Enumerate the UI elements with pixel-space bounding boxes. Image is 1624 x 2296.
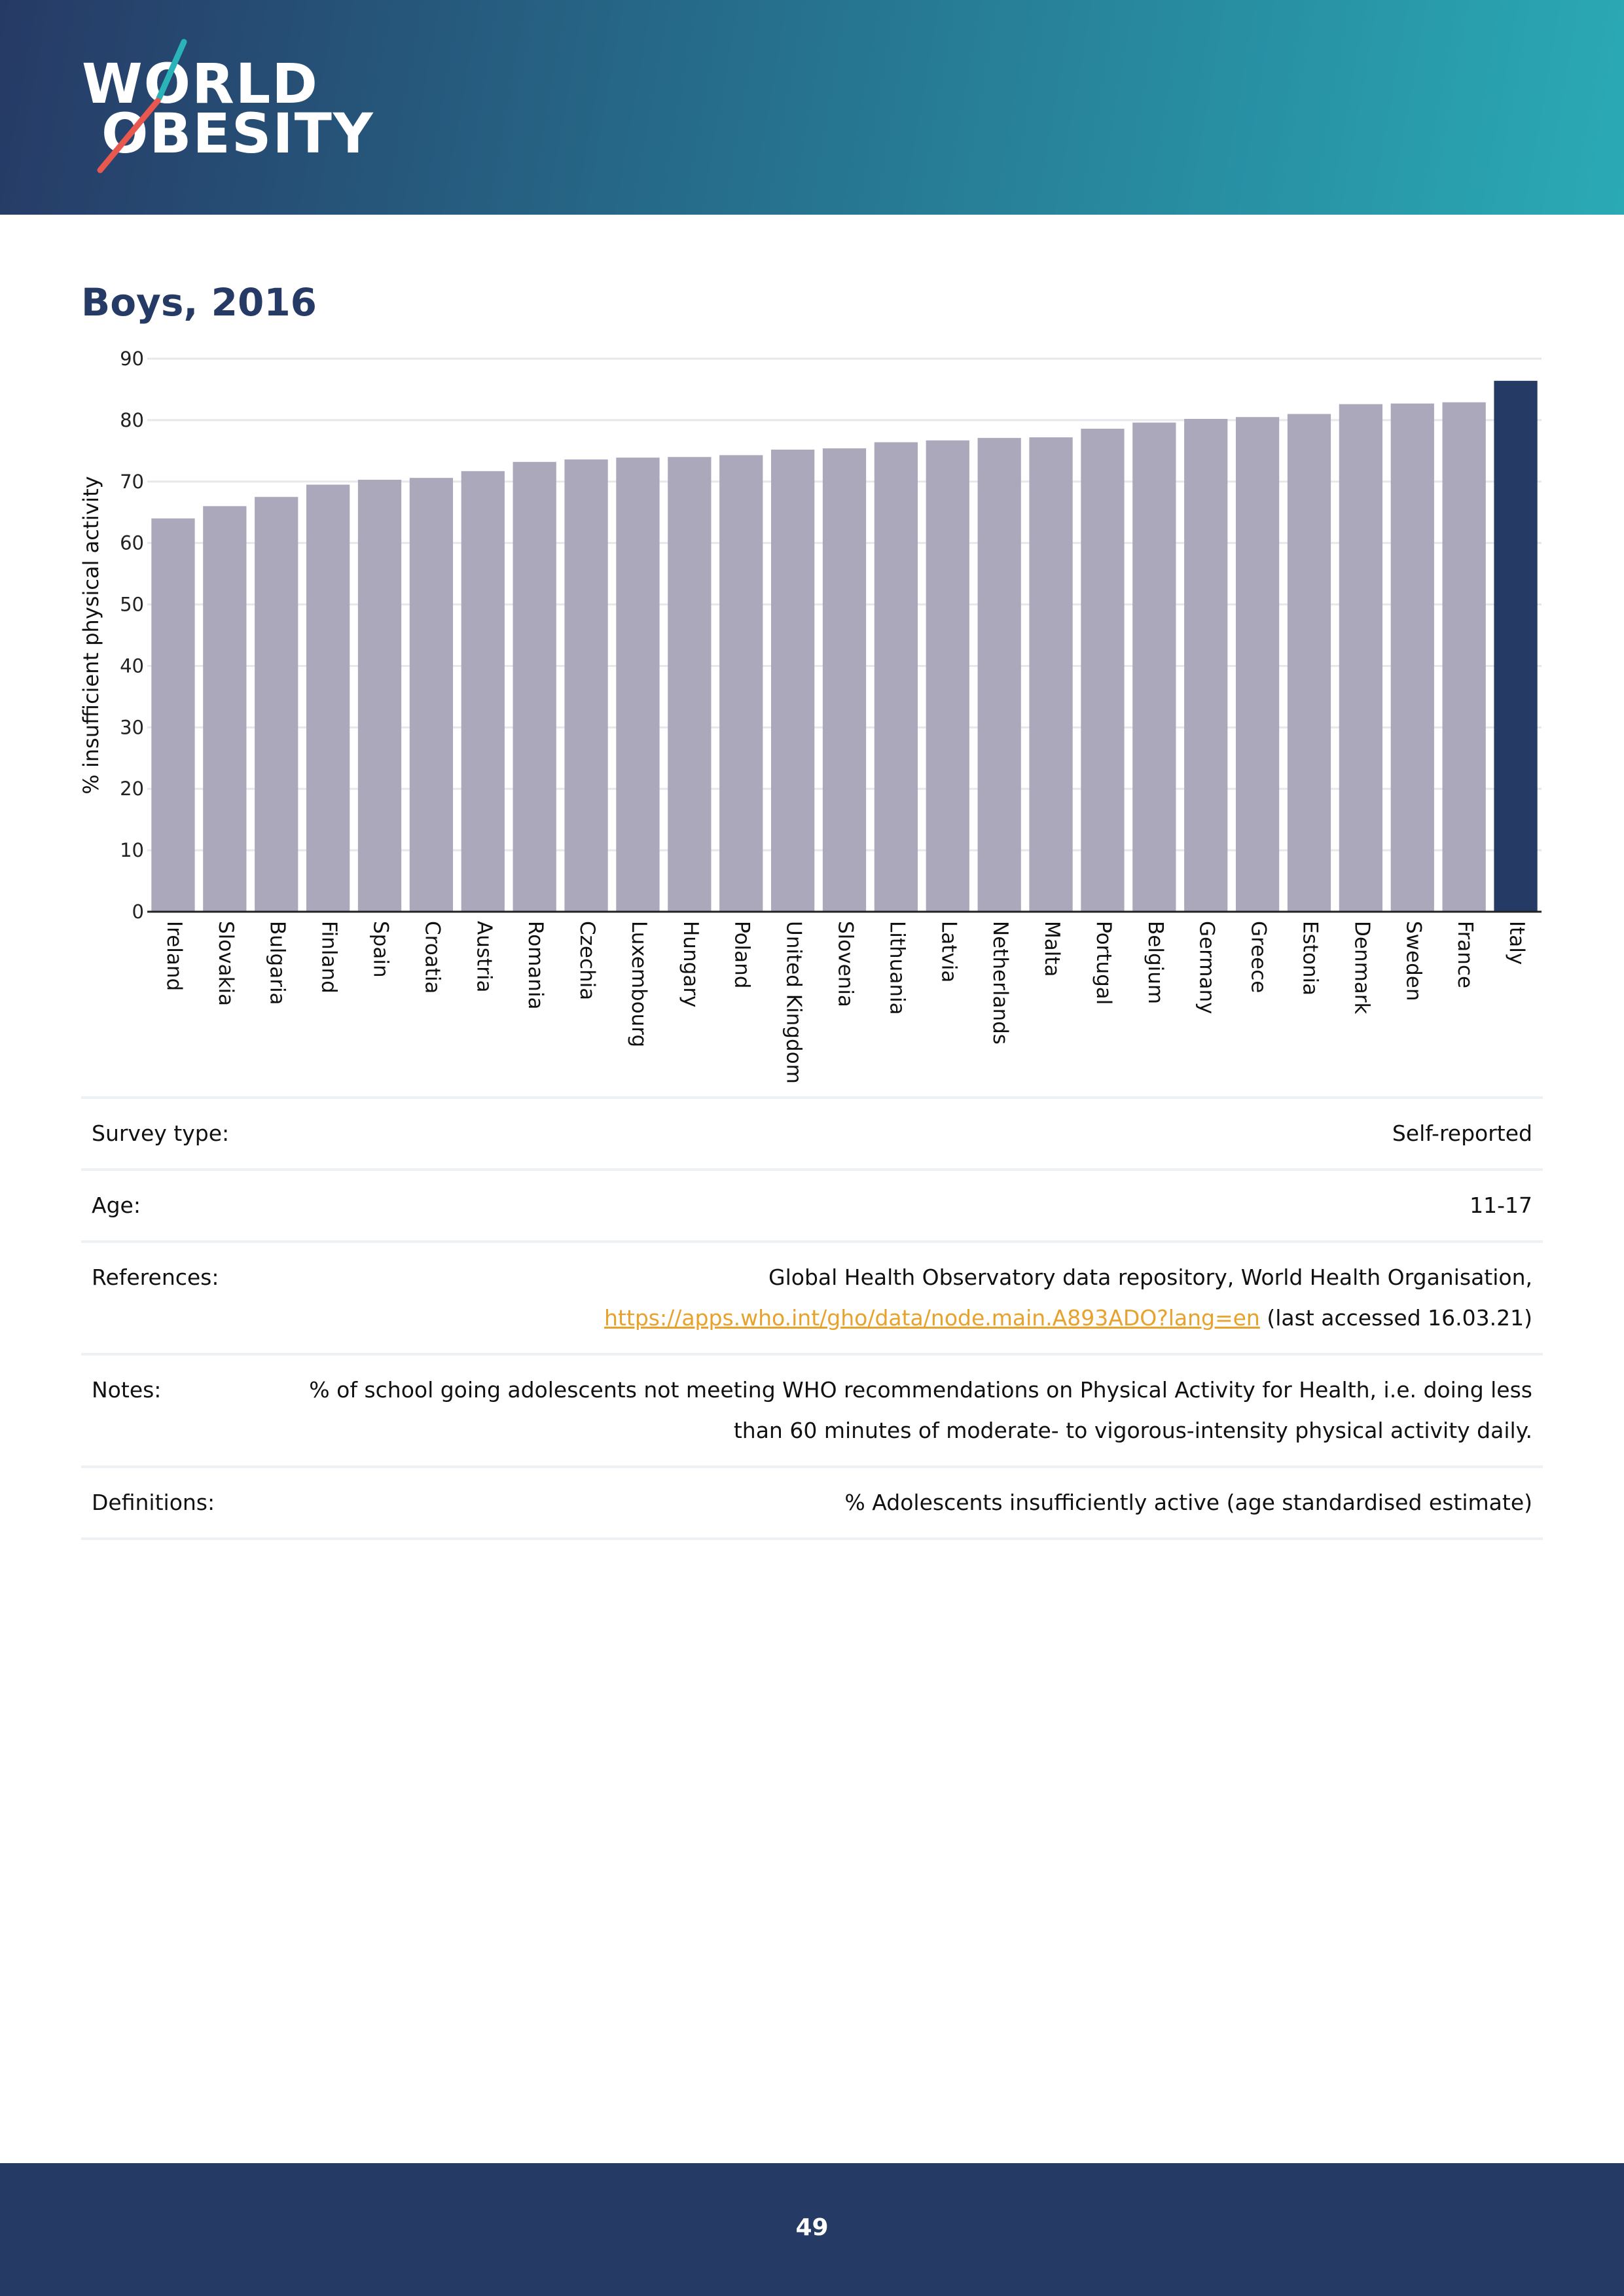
bar <box>255 497 298 912</box>
x-tick-label: Lithuania <box>885 921 909 1015</box>
y-tick-label: 70 <box>120 471 144 493</box>
x-tick-label: Malta <box>1040 921 1064 977</box>
bar <box>461 471 505 912</box>
x-tick-label: Denmark <box>1350 921 1373 1014</box>
page-title: Boys, 2016 <box>81 280 317 325</box>
bar <box>1442 402 1486 912</box>
footer-bar: 49 <box>0 2163 1624 2296</box>
x-tick-label: Netherlands <box>988 921 1012 1045</box>
notes-label: Notes: <box>81 1353 266 1467</box>
logo-line1: WORLD <box>82 52 319 116</box>
x-tick-label: Poland <box>731 921 754 989</box>
bar <box>1029 437 1073 912</box>
world-obesity-logo: WORLD OBESITY <box>82 38 373 175</box>
x-tick-label: Czechia <box>575 921 599 1000</box>
x-tick-label: Portugal <box>1092 921 1115 1005</box>
definitions-row: Definitions: % Adolescents insufficientl… <box>81 1465 1543 1540</box>
notes-value: % of school going adolescents not meetin… <box>266 1353 1543 1467</box>
x-tick-label: Romania <box>524 921 547 1010</box>
x-tick-label: Ireland <box>162 921 186 991</box>
definitions-label: Definitions: <box>81 1465 266 1540</box>
x-tick-label: Croatia <box>420 921 444 994</box>
y-tick-label: 10 <box>120 839 144 861</box>
header-banner: WORLD OBESITY <box>0 0 1624 215</box>
bar <box>1390 403 1434 912</box>
bar <box>668 457 712 912</box>
bar <box>616 457 660 912</box>
notes-row: Notes: % of school going adolescents not… <box>81 1353 1543 1467</box>
bar <box>1494 380 1538 912</box>
y-tick-label: 60 <box>120 532 144 554</box>
bar <box>977 438 1021 912</box>
bar <box>357 479 402 912</box>
logo-slash-icon <box>97 39 187 173</box>
age-label: Age: <box>81 1168 266 1242</box>
bar <box>151 518 195 912</box>
references-link[interactable]: https://apps.who.int/gho/data/node.main.… <box>604 1305 1260 1331</box>
y-tick-label: 0 <box>132 901 144 923</box>
x-tick-label: Latvia <box>937 921 960 982</box>
x-tick-label: Slovakia <box>214 921 238 1006</box>
x-tick-label: Sweden <box>1401 921 1425 1001</box>
references-text: Global Health Observatory data repositor… <box>768 1265 1532 1290</box>
x-tick-label: Estonia <box>1299 921 1322 996</box>
y-tick-label: 90 <box>120 348 144 370</box>
x-tick-label: France <box>1453 921 1477 988</box>
x-tick-label: Italy <box>1505 921 1528 965</box>
references-value: Global Health Observatory data repositor… <box>266 1240 1543 1354</box>
bar <box>822 448 867 912</box>
bar <box>926 440 969 912</box>
x-tick-label: Slovenia <box>834 921 857 1007</box>
bar <box>1184 419 1228 912</box>
bar <box>1132 422 1176 912</box>
x-tick-label: Belgium <box>1144 921 1167 1004</box>
y-tick-label: 20 <box>120 778 144 800</box>
y-axis-title: % insufficient physical activity <box>79 476 103 794</box>
survey-type-value: Self-reported <box>266 1096 1543 1170</box>
references-row: References: Global Health Observatory da… <box>81 1240 1543 1354</box>
y-tick-label: 30 <box>120 716 144 738</box>
x-tick-label: United Kingdom <box>782 921 806 1084</box>
bar <box>874 442 918 912</box>
bar <box>770 449 815 912</box>
references-suffix: (last accessed 16.03.21) <box>1267 1305 1532 1331</box>
bar <box>513 461 556 912</box>
bar <box>1235 417 1280 912</box>
x-tick-label: Finland <box>317 921 341 994</box>
x-tick-label: Luxembourg <box>627 921 651 1047</box>
bar <box>1339 404 1383 912</box>
bar <box>203 506 247 912</box>
x-tick-label: Germany <box>1195 921 1219 1014</box>
bar <box>564 459 608 912</box>
survey-type-row: Survey type: Self-reported <box>81 1096 1543 1170</box>
y-tick-label: 80 <box>120 409 144 431</box>
page-number: 49 <box>795 2214 829 2241</box>
bar-chart: 0 10 20 30 40 50 60 70 80 90 Ireland Slovakia Bulgar… <box>79 348 1542 1084</box>
x-tick-label: Bulgaria <box>266 921 289 1005</box>
x-tick-label: Hungary <box>679 921 702 1007</box>
bar <box>1081 429 1125 912</box>
age-value: 11-17 <box>266 1168 1543 1242</box>
info-table: Survey type: Self-reported Age: 11-17 Re… <box>81 1096 1543 1540</box>
references-label: References: <box>81 1240 266 1354</box>
y-tick-label: 50 <box>120 594 144 616</box>
bar <box>409 478 454 912</box>
x-tick-label: Greece <box>1247 921 1271 993</box>
x-tick-label: Austria <box>472 921 496 993</box>
bar <box>719 455 763 912</box>
bar <box>1287 414 1331 912</box>
definitions-value: % Adolescents insufficiently active (age… <box>266 1465 1543 1540</box>
survey-type-label: Survey type: <box>81 1096 266 1170</box>
y-tick-label: 40 <box>120 655 144 677</box>
x-tick-label: Spain <box>369 921 393 978</box>
bar <box>306 484 350 912</box>
age-row: Age: 11-17 <box>81 1168 1543 1242</box>
